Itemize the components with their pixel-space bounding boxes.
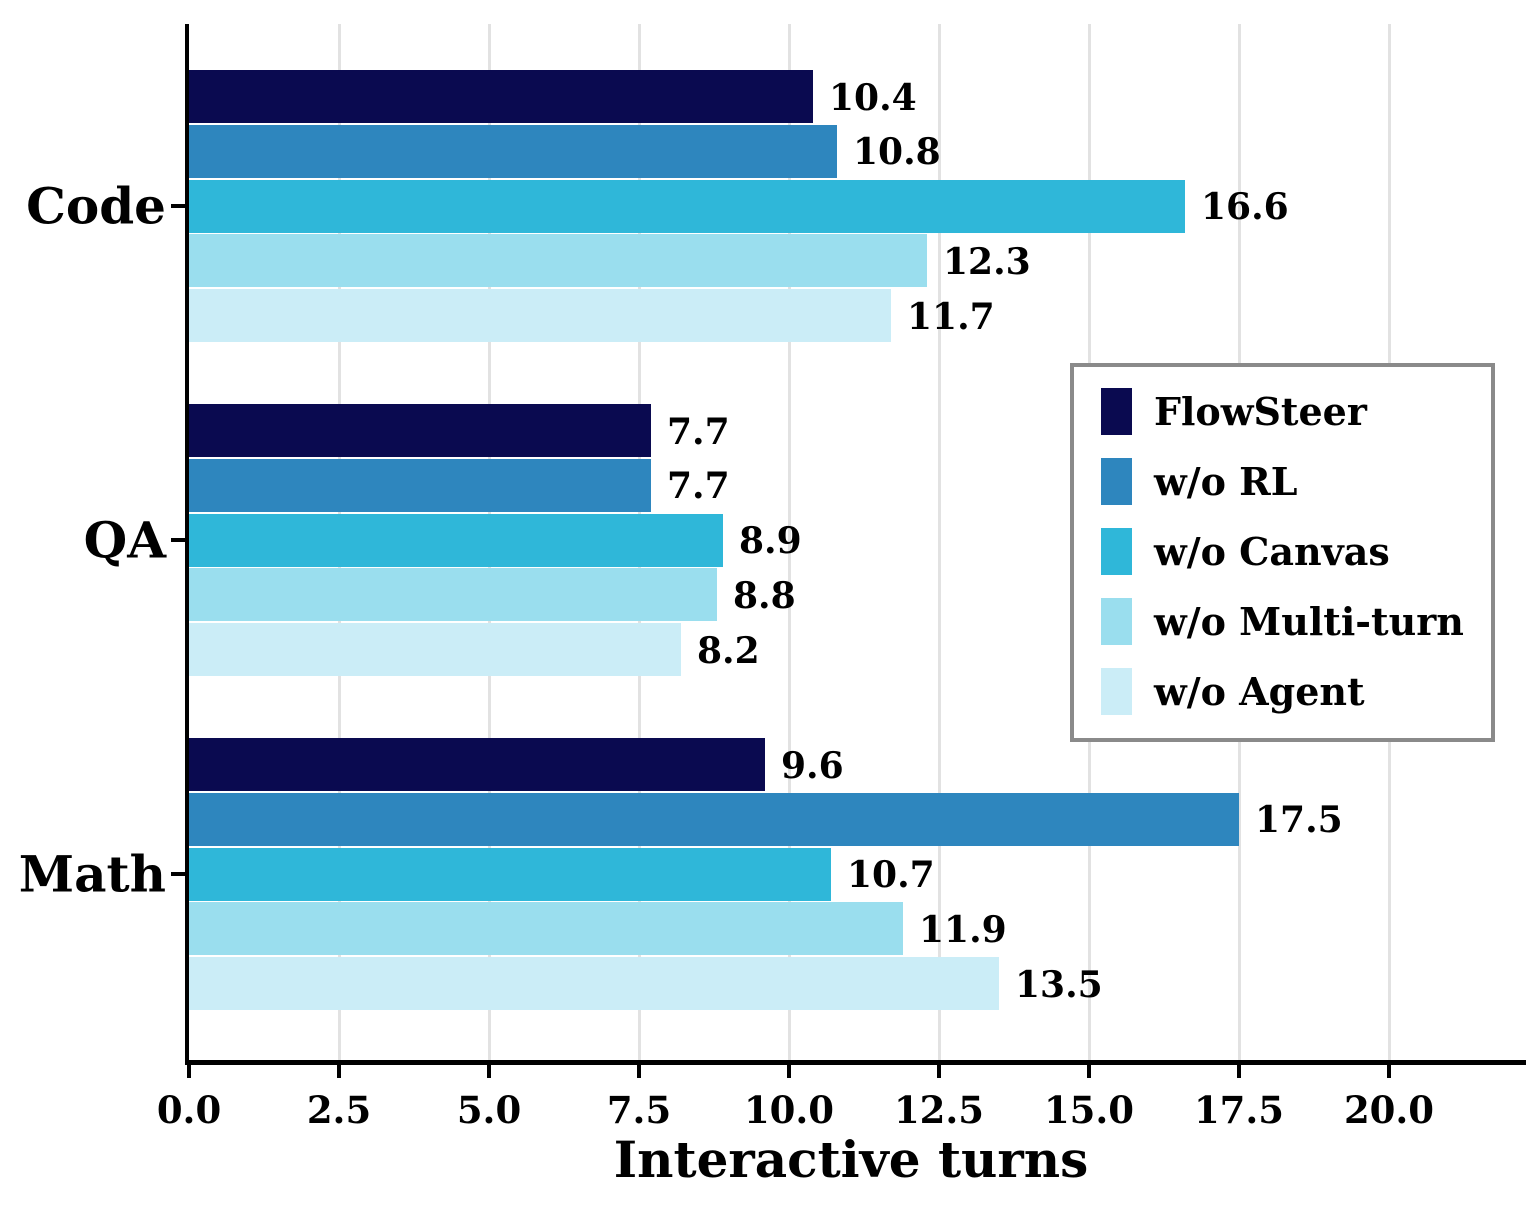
x-tick	[1087, 1065, 1091, 1078]
bar	[189, 458, 651, 512]
bar	[189, 179, 1185, 233]
legend-swatch	[1101, 458, 1132, 506]
bar	[189, 234, 927, 288]
x-tick-label: 17.5	[1193, 1088, 1285, 1132]
category-label: QA	[83, 510, 166, 570]
bar	[189, 738, 765, 791]
category-label: Math	[18, 844, 166, 904]
legend-row: w/o RL	[1101, 458, 1491, 506]
legend: FlowSteer w/o RL w/o Canvas w/o Multi-turn w…	[1070, 363, 1495, 742]
legend-label: FlowSteer	[1154, 389, 1367, 435]
bar-value-label: 9.6	[781, 744, 844, 787]
bar	[189, 513, 723, 567]
legend-row: w/o Canvas	[1101, 527, 1491, 575]
bar-value-label: 10.7	[847, 854, 935, 896]
legend-row: w/o Agent	[1101, 667, 1491, 715]
legend-swatch	[1101, 597, 1132, 645]
bar	[189, 568, 717, 622]
x-tick-label: 12.5	[893, 1088, 985, 1132]
bar	[189, 404, 651, 457]
bar	[189, 623, 681, 676]
x-tick-label: 10.0	[743, 1088, 835, 1132]
bar-value-label: 10.8	[853, 131, 941, 174]
x-axis-label: Interactive turns	[613, 1130, 1089, 1189]
x-tick	[1237, 1065, 1241, 1078]
bar-value-label: 13.5	[1015, 963, 1103, 1006]
x-tick-label: 0.0	[156, 1088, 222, 1132]
bar	[189, 957, 999, 1010]
bar-value-label: 16.6	[1201, 186, 1289, 228]
legend-swatch	[1101, 667, 1132, 715]
y-tick	[171, 872, 185, 876]
legend-swatch	[1101, 388, 1132, 436]
x-tick-label: 5.0	[456, 1088, 522, 1132]
bar	[189, 847, 831, 901]
x-tick	[937, 1065, 941, 1078]
x-tick	[637, 1065, 641, 1078]
legend-row: FlowSteer	[1101, 388, 1491, 436]
x-tick	[187, 1065, 191, 1078]
x-tick-label: 20.0	[1343, 1088, 1435, 1132]
legend-swatch	[1101, 527, 1132, 575]
gridline	[787, 24, 791, 1060]
bar-value-label: 11.7	[907, 295, 995, 338]
x-tick-label: 7.5	[606, 1088, 672, 1132]
bar	[189, 289, 891, 342]
bar-value-label: 17.5	[1255, 799, 1343, 842]
x-tick	[337, 1065, 341, 1078]
legend-row: w/o Multi-turn	[1101, 597, 1491, 645]
bar-value-label: 10.4	[829, 76, 917, 119]
gridline	[937, 24, 941, 1060]
bar	[189, 792, 1239, 846]
category-label: Code	[26, 176, 166, 236]
legend-label: w/o RL	[1154, 459, 1298, 505]
bar-value-label: 8.2	[697, 629, 760, 672]
legend-label: w/o Multi-turn	[1154, 598, 1464, 644]
bar-value-label: 11.9	[919, 908, 1007, 951]
x-tick	[1387, 1065, 1391, 1078]
bar-value-label: 8.8	[733, 574, 796, 617]
bar	[189, 902, 903, 956]
bar	[189, 70, 813, 123]
bar-value-label: 7.7	[667, 410, 730, 453]
y-axis-spine	[185, 24, 189, 1060]
y-tick	[171, 204, 185, 208]
bar-value-label: 7.7	[667, 465, 730, 508]
bar-value-label: 12.3	[943, 240, 1031, 283]
x-tick	[487, 1065, 491, 1078]
x-tick-label: 2.5	[306, 1088, 372, 1132]
x-tick-label: 15.0	[1043, 1088, 1135, 1132]
bar-value-label: 8.9	[739, 520, 802, 562]
bar	[189, 124, 837, 178]
legend-label: w/o Agent	[1154, 668, 1365, 714]
x-tick	[787, 1065, 791, 1078]
legend-label: w/o Canvas	[1154, 528, 1390, 574]
x-axis-spine	[185, 1060, 1526, 1065]
y-tick	[171, 538, 185, 542]
